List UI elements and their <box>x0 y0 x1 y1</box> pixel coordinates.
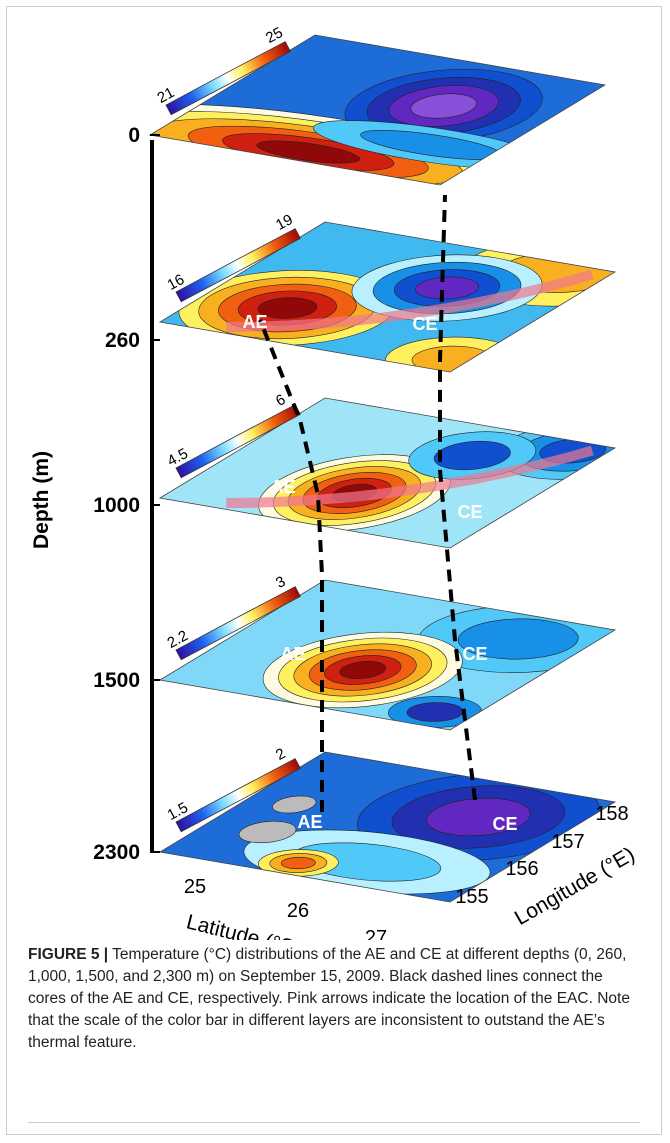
depth-label: 1000 <box>93 494 140 517</box>
colorbar-max: 3 <box>273 573 288 592</box>
eddy-label: AE <box>297 812 322 832</box>
depth-label: 2300 <box>93 841 140 864</box>
y-axis-title: Depth (m) <box>30 451 53 549</box>
latitude-tick: 25 <box>184 876 206 898</box>
caption-text: Temperature (°C) distributions of the AE… <box>28 946 630 1051</box>
frame <box>6 6 662 1135</box>
contour <box>403 273 490 302</box>
eddy-label: AE <box>270 477 295 497</box>
latitude-tick: 27 <box>365 927 387 940</box>
latitude-tick: 26 <box>287 900 309 922</box>
colorbar-bar <box>175 758 301 833</box>
rule <box>28 1122 640 1123</box>
colorbar-bar <box>175 228 301 303</box>
contour <box>397 699 473 724</box>
plane <box>150 35 606 185</box>
layer: 21 25 <box>41 24 670 220</box>
plane-edge <box>160 398 615 548</box>
caption: FIGURE 5 | Temperature (°C) distribution… <box>28 944 640 1054</box>
plane <box>160 752 616 902</box>
latitude-title: Latitude (°S) <box>184 910 303 940</box>
plane-edge <box>160 752 615 902</box>
plane <box>160 222 616 372</box>
plane-edge <box>160 580 615 730</box>
longitude-tick: 155 <box>455 886 488 908</box>
longitude-tick: 158 <box>595 803 628 825</box>
layer: 4.56 <box>150 391 670 560</box>
colorbar: 21 25 <box>154 24 291 116</box>
depth-label: 0 <box>128 124 140 147</box>
depth-label: 260 <box>105 329 140 352</box>
longitude-tick: 156 <box>505 858 538 880</box>
eddy-label: CE <box>462 644 487 664</box>
colorbar-min: 21 <box>154 84 177 107</box>
plane-edge <box>160 222 615 372</box>
caption-label: FIGURE 5 | <box>28 946 109 963</box>
depth-label: 1500 <box>93 669 140 692</box>
contour <box>436 612 600 666</box>
eddy-label: AE <box>242 312 267 332</box>
colorbar-bar <box>165 41 291 116</box>
contour <box>407 792 551 841</box>
contour <box>275 855 322 870</box>
colorbar-max: 2 <box>273 745 288 764</box>
eac-arrow <box>226 413 592 541</box>
eac-arrow <box>226 237 592 365</box>
eddy-label: CE <box>457 502 482 522</box>
colorbar-max: 25 <box>263 24 286 47</box>
eddy-label: AE <box>280 644 305 664</box>
contour <box>228 818 307 846</box>
colorbar-max: 19 <box>273 211 296 234</box>
longitude-tick: 157 <box>551 831 584 853</box>
eddy-label: CE <box>412 314 437 334</box>
plane <box>160 580 616 730</box>
contour <box>398 90 490 122</box>
contour <box>264 794 325 816</box>
plane-edge <box>150 35 605 185</box>
colorbar-bar <box>175 586 301 661</box>
colorbar-min: 16 <box>164 271 187 294</box>
core-connector <box>258 319 324 812</box>
longitude-title: Longitude (°E) <box>511 843 639 930</box>
layer: 2.23 <box>157 573 655 736</box>
colorbar-max: 6 <box>273 391 288 410</box>
layer: 1.52 <box>152 745 646 910</box>
core-connector <box>438 194 477 801</box>
contour <box>247 136 370 167</box>
plane <box>160 398 616 548</box>
contour <box>331 659 395 682</box>
contour <box>247 294 328 321</box>
eddy-label: CE <box>492 814 517 834</box>
